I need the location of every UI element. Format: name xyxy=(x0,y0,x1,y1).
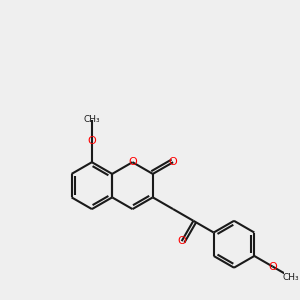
Text: O: O xyxy=(88,136,96,146)
Text: CH₃: CH₃ xyxy=(283,273,299,282)
Text: O: O xyxy=(128,157,137,167)
Text: O: O xyxy=(169,157,178,167)
Text: CH₃: CH₃ xyxy=(84,116,100,124)
Text: O: O xyxy=(177,236,186,246)
Text: O: O xyxy=(268,262,277,272)
